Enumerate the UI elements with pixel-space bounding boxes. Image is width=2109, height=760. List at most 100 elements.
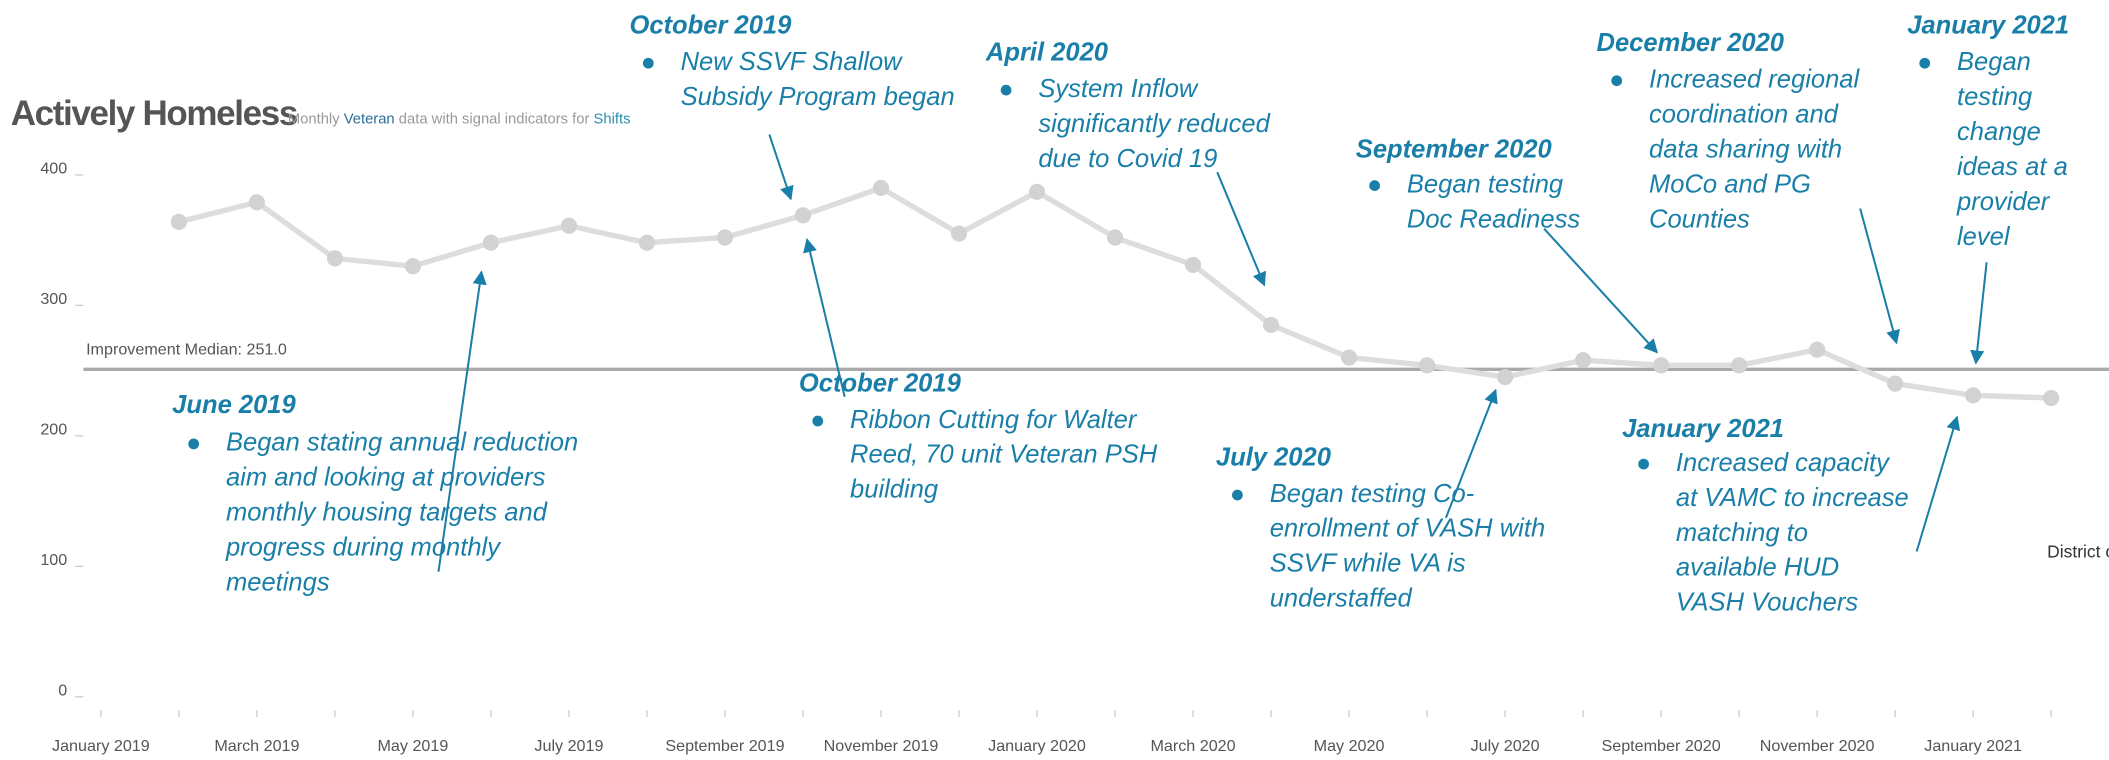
annotation-text: ideas at a	[1957, 153, 2068, 181]
x-tick-label: May 2019	[378, 737, 449, 755]
data-point	[2043, 389, 2060, 407]
subtitle-part: Shifts	[593, 112, 630, 128]
annotation-bullet	[188, 438, 200, 450]
annotation-text: Increased regional	[1649, 65, 1861, 93]
y-tick-label: 0	[58, 682, 67, 700]
x-tick-label: March 2019	[214, 737, 299, 755]
annotation-text: progress during monthly	[225, 534, 502, 562]
annotation-text: understaffed	[1270, 585, 1413, 613]
annotation-arrow	[1216, 171, 1266, 287]
x-tick-label: January 2019	[52, 737, 150, 755]
annotation-bullet	[1638, 458, 1650, 470]
annotation-text: Began	[1957, 48, 2031, 76]
annotation-arrow	[1444, 388, 1498, 519]
annotation-date: June 2019	[172, 391, 296, 419]
annotation-text: New SSVF Shallow	[681, 48, 904, 76]
data-point	[1419, 357, 1436, 374]
annotation-arrow	[1970, 262, 1988, 365]
data-point	[716, 229, 734, 246]
x-tick-label: May 2020	[1314, 737, 1385, 755]
annotation-text: monthly housing targets and	[226, 499, 548, 527]
y-tick-label: 300	[40, 290, 67, 308]
median-label: Improvement Median: 251.0	[86, 341, 287, 359]
y-tick-label: 200	[40, 421, 67, 439]
annotation-text: coordination and	[1649, 100, 1839, 128]
y-tick-label: 400	[40, 160, 67, 178]
annotation-text: level	[1957, 223, 2011, 251]
annotation-text: VASH Vouchers	[1676, 589, 1858, 617]
x-tick-label: September 2020	[1601, 737, 1720, 755]
annotation-date: December 2020	[1597, 29, 1784, 57]
annotation-text: Counties	[1649, 205, 1750, 233]
data-point	[1184, 256, 1202, 273]
annotation-date: January 2021	[1622, 415, 1784, 443]
data-point	[1731, 357, 1748, 374]
subtitle-part: Monthly	[288, 112, 344, 128]
x-tick-label: July 2019	[534, 737, 603, 755]
data-point	[1497, 369, 1514, 386]
annotation-date: October 2019	[799, 369, 962, 397]
series-line	[178, 184, 2052, 401]
annotation-date: October 2019	[629, 12, 792, 40]
data-point	[872, 179, 890, 196]
data-point	[1965, 387, 1982, 404]
annotation-bullet	[1919, 57, 1931, 69]
annotation-text: MoCo and PG	[1649, 170, 1811, 198]
annotation-text: change	[1957, 118, 2041, 146]
data-point	[1575, 352, 1592, 369]
y-tick-label: 100	[40, 551, 67, 569]
data-point	[794, 207, 812, 224]
annotation-arrow	[1915, 415, 1961, 552]
annotation-text: due to Covid 19	[1038, 145, 1217, 173]
data-point	[482, 234, 500, 251]
annotation-text: significantly reduced	[1038, 110, 1270, 138]
annotation-text: Subsidy Program began	[681, 83, 955, 111]
annotation-date: January 2021	[1907, 12, 2069, 40]
data-point	[326, 250, 343, 267]
data-point	[950, 225, 968, 242]
annotation-bullet	[1611, 75, 1623, 87]
annotation-text: SSVF while VA is	[1270, 550, 1466, 578]
annotation-bullet	[642, 57, 654, 69]
data-point	[1028, 183, 1046, 200]
data-point	[248, 194, 265, 211]
annotation-text: Ribbon Cutting for Walter	[850, 406, 1138, 434]
annotation-date: September 2020	[1356, 135, 1552, 163]
annotation-text: testing	[1957, 83, 2032, 111]
data-point	[1653, 357, 1670, 374]
annotation-arrow	[1543, 227, 1659, 354]
x-tick-label: September 2019	[665, 737, 784, 755]
annotation-bullet	[812, 415, 824, 427]
annotation-text: Began testing Co-	[1270, 480, 1474, 508]
annotation-text: meetings	[226, 569, 330, 597]
data-point	[1262, 316, 1280, 333]
annotation-text: Began stating annual reduction	[226, 429, 578, 457]
annotation-text: System Inflow	[1038, 75, 1199, 103]
x-tick-label: January 2020	[988, 737, 1086, 755]
data-point	[638, 234, 656, 251]
annotation-text: at VAMC to increase	[1676, 484, 1909, 512]
annotation-bullet	[1369, 180, 1380, 192]
annotation-text: aim and looking at providers	[226, 464, 546, 492]
annotation-text: data sharing with	[1649, 135, 1842, 163]
annotation-bullet	[1000, 84, 1012, 96]
data-point	[170, 213, 187, 230]
data-point	[1340, 349, 1358, 366]
annotation-arrow	[1859, 208, 1900, 345]
annotation-text: Increased capacity	[1676, 449, 1891, 477]
data-point	[1106, 229, 1124, 246]
series-label: District of Columbia	[2047, 541, 2109, 561]
annotation-text: Reed, 70 unit Veteran PSH	[850, 441, 1158, 469]
annotation-text: matching to	[1676, 519, 1808, 547]
annotation-arrow	[768, 134, 794, 201]
annotation-text: Doc Readiness	[1407, 205, 1580, 233]
annotation-arrow	[803, 238, 846, 398]
data-point	[1809, 341, 1826, 358]
chart-title: Actively Homeless	[11, 94, 298, 133]
x-tick-label: July 2020	[1471, 737, 1540, 755]
annotation-text: building	[850, 476, 938, 504]
annotation-bullet	[1232, 489, 1243, 501]
annotation-date: July 2020	[1216, 443, 1331, 471]
